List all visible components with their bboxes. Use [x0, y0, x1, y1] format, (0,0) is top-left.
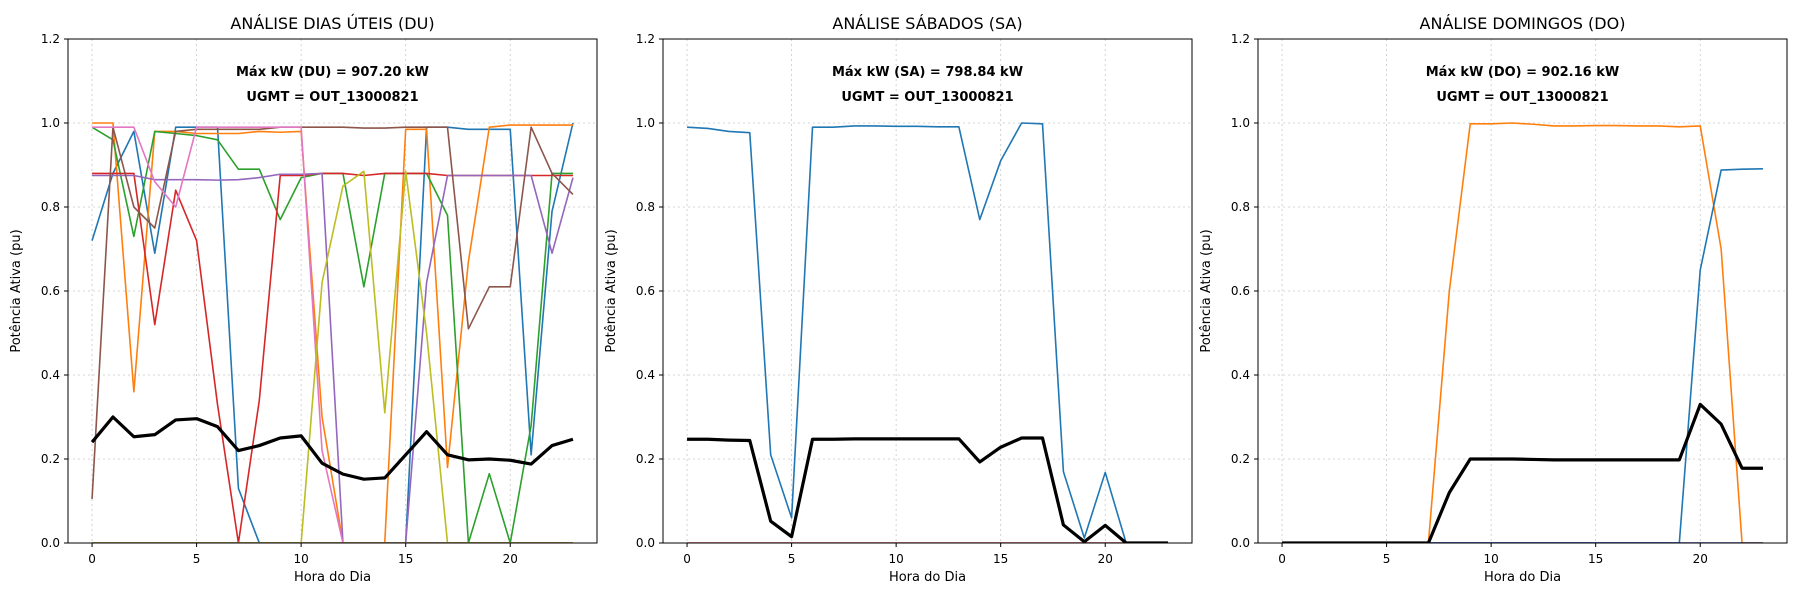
chart-panel-2: 0.0 0.2 0.4 0.6 0.8 1.0 1.2 0 5 10 15 20 ANÁLISE SÁB…	[604, 14, 1193, 585]
x-tick-label: 15	[1588, 552, 1603, 566]
x-tick-label: 20	[503, 552, 518, 566]
chart-annotation: Máx kW (DU) = 907.20 kW	[236, 65, 429, 80]
chart-annotation: Máx kW (DO) = 902.16 kW	[1426, 65, 1619, 80]
x-tick-label: 15	[398, 552, 413, 566]
series-line-1	[687, 122, 1168, 543]
series-line-2	[1282, 167, 1763, 543]
y-tick-label: 0.8	[41, 200, 60, 214]
y-tick-label: 0.6	[41, 284, 60, 298]
x-tick-label: 15	[993, 552, 1008, 566]
y-tick-label: 0.2	[1231, 452, 1250, 466]
series-line-2	[92, 122, 573, 543]
y-tick-label: 0.2	[41, 452, 60, 466]
y-tick-label: 0.8	[1231, 200, 1250, 214]
x-tick-label: 10	[888, 552, 903, 566]
y-tick-label: 1.2	[41, 32, 60, 46]
chart-annotation: UGMT = OUT_13000821	[841, 90, 1013, 105]
x-tick-label: 10	[293, 552, 308, 566]
series-group	[687, 122, 1168, 543]
series-line-mean	[1282, 402, 1763, 543]
y-tick-label: 1.0	[1231, 116, 1250, 130]
chart-title: ANÁLISE SÁBADOS (SA)	[832, 14, 1022, 33]
plot-frame	[662, 38, 1193, 544]
x-tick-label: 0	[88, 552, 96, 566]
y-tick-label: 1.2	[1231, 32, 1250, 46]
series-line-6	[91, 126, 574, 499]
y-tick-label: 1.2	[636, 32, 655, 46]
x-tick-label: 5	[1383, 552, 1391, 566]
plot-frame	[1257, 38, 1788, 544]
series-line-7	[92, 126, 573, 543]
y-tick-label: 0.6	[1231, 284, 1250, 298]
series-line-1	[1282, 122, 1763, 543]
x-tick-label: 20	[1693, 552, 1708, 566]
y-tick-label: 0.0	[636, 536, 655, 550]
series-line-9	[92, 170, 573, 543]
y-tick-label: 0.8	[636, 200, 655, 214]
x-tick-label: 10	[1483, 552, 1498, 566]
x-tick-label: 20	[1098, 552, 1113, 566]
y-tick-label: 0.4	[1231, 368, 1250, 382]
x-axis-label: Hora do Dia	[1484, 570, 1561, 585]
y-axis-label: Potência Ativa (pu)	[1199, 229, 1214, 352]
series-line-mean	[687, 436, 1168, 543]
x-tick-label: 0	[683, 552, 691, 566]
chart-annotation: Máx kW (SA) = 798.84 kW	[832, 65, 1023, 80]
y-tick-label: 0.0	[41, 536, 60, 550]
x-tick-label: 5	[788, 552, 796, 566]
y-tick-label: 0.0	[1231, 536, 1250, 550]
x-tick-label: 5	[193, 552, 201, 566]
chart-panel-3: 0.0 0.2 0.4 0.6 0.8 1.0 1.2 0 5 10 15 20 ANÁLISE DOM…	[1199, 14, 1788, 585]
chart-annotation: UGMT = OUT_13000821	[246, 90, 418, 105]
y-axis-label: Potência Ativa (pu)	[9, 229, 24, 352]
series-group	[1282, 122, 1763, 543]
chart-annotation: UGMT = OUT_13000821	[1436, 90, 1608, 105]
y-tick-label: 0.2	[636, 452, 655, 466]
x-axis-label: Hora do Dia	[294, 570, 371, 585]
y-axis-label: Potência Ativa (pu)	[604, 229, 619, 352]
chart-title: ANÁLISE DOMINGOS (DO)	[1420, 14, 1626, 33]
series-line-5	[92, 172, 574, 543]
series-group	[90, 122, 574, 543]
x-axis-label: Hora do Dia	[889, 570, 966, 585]
y-tick-label: 1.0	[636, 116, 655, 130]
chart-title: ANÁLISE DIAS ÚTEIS (DU)	[230, 14, 434, 33]
y-tick-label: 0.4	[41, 368, 60, 382]
chart-panel-1: 0.0 0.2 0.4 0.6 0.8 1.0 1.2 0 5 10 15 20 ANÁLISE DIA…	[9, 14, 598, 585]
y-tick-label: 0.6	[636, 284, 655, 298]
y-tick-label: 1.0	[41, 116, 60, 130]
y-tick-label: 0.4	[636, 368, 655, 382]
series-line-mean	[90, 415, 574, 481]
x-tick-label: 0	[1278, 552, 1286, 566]
